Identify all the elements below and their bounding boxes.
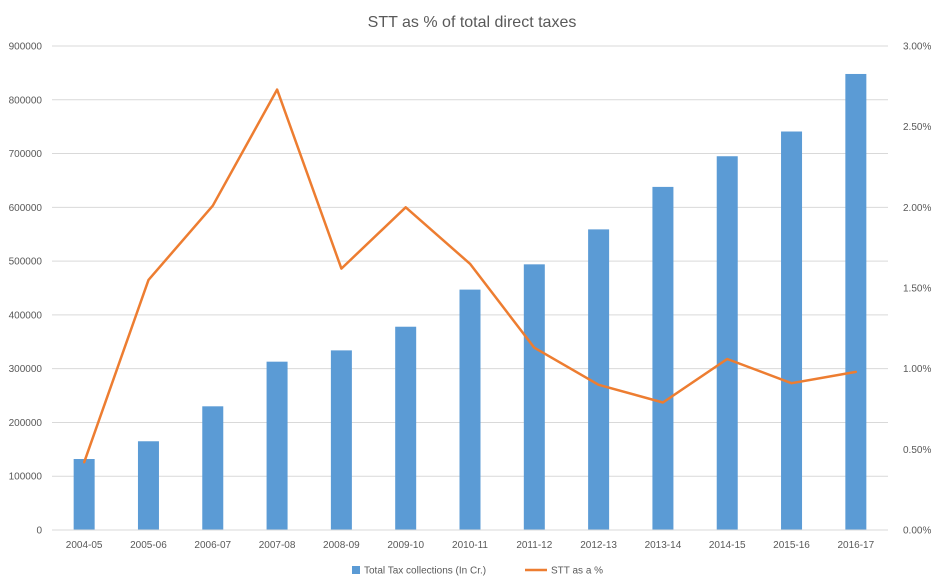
x-tick-label: 2009-10	[387, 540, 424, 551]
left-tick-label: 100000	[9, 472, 43, 483]
bar	[73, 459, 95, 530]
left-axis: 0 100000 200000 300000 400000 500000 600000 700…	[9, 42, 43, 537]
line-series	[82, 88, 858, 464]
left-tick-label: 700000	[9, 149, 43, 160]
bar	[523, 264, 545, 530]
x-tick-label: 2015-16	[773, 540, 810, 551]
x-tick-label: 2008-09	[323, 540, 360, 551]
bar	[459, 289, 481, 530]
right-tick-label: 1.50%	[903, 284, 931, 295]
right-tick-label: 0.50%	[903, 445, 931, 456]
bar	[395, 326, 417, 530]
x-axis: 2004-05 2005-06 2006-07 2007-08 2008-09 2009-…	[52, 529, 888, 551]
x-tick-label: 2013-14	[645, 540, 682, 551]
stt-line	[82, 88, 858, 464]
bar	[716, 156, 738, 530]
bar	[781, 131, 803, 531]
right-tick-label: 1.00%	[903, 364, 931, 375]
left-tick-label: 0	[36, 526, 42, 537]
legend-line-label: STT as a %	[551, 566, 603, 577]
left-tick-label: 800000	[9, 95, 43, 106]
left-tick-label: 500000	[9, 257, 43, 268]
chart-title: STT as % of total direct taxes	[368, 14, 577, 31]
left-tick-label: 900000	[9, 42, 43, 53]
left-tick-label: 200000	[9, 418, 43, 429]
bar	[588, 229, 610, 531]
left-tick-label: 600000	[9, 203, 43, 214]
bar	[845, 73, 867, 530]
bar	[266, 361, 288, 530]
bar	[202, 406, 224, 530]
bar	[652, 186, 674, 531]
x-tick-label: 2016-17	[837, 540, 874, 551]
right-tick-label: 2.50%	[903, 122, 931, 133]
right-tick-label: 0.00%	[903, 526, 931, 537]
bar	[137, 441, 159, 530]
legend-bar-label: Total Tax collections (In Cr.)	[364, 566, 486, 577]
left-tick-label: 300000	[9, 364, 43, 375]
legend: Total Tax collections (In Cr.) STT as a %	[352, 566, 603, 577]
x-tick-label: 2010-11	[452, 540, 488, 551]
right-axis: 0.00% 0.50% 1.00% 1.50% 2.00% 2.50% 3.00%	[903, 42, 931, 537]
x-tick-label: 2005-06	[130, 540, 167, 551]
x-tick-label: 2014-15	[709, 540, 746, 551]
x-tick-label: 2004-05	[66, 540, 103, 551]
x-tick-label: 2012-13	[580, 540, 617, 551]
x-tick-label: 2011-12	[516, 540, 552, 551]
right-tick-label: 3.00%	[903, 42, 931, 53]
legend-bar-swatch	[352, 566, 360, 574]
x-tick-label: 2006-07	[194, 540, 231, 551]
x-tick-label: 2007-08	[259, 540, 296, 551]
bar-series	[73, 73, 867, 531]
bar	[330, 350, 352, 530]
right-tick-label: 2.00%	[903, 203, 931, 214]
left-tick-label: 400000	[9, 310, 43, 321]
